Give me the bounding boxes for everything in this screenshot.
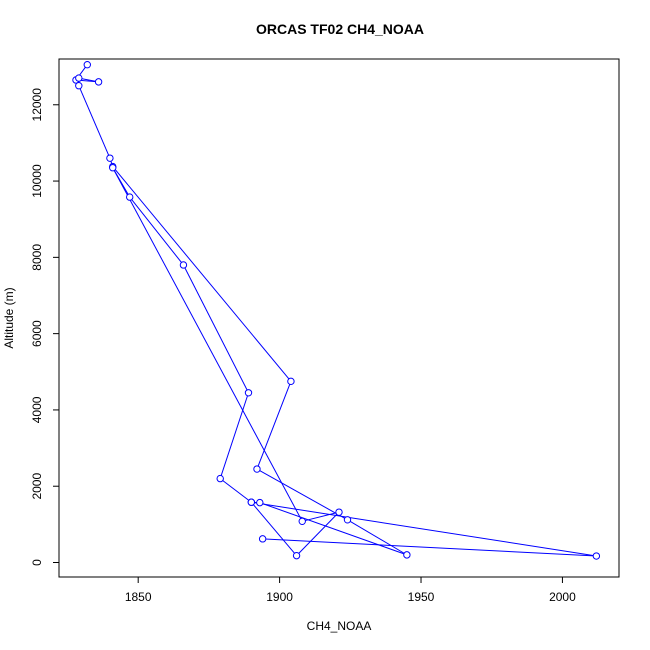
series-line-segment — [129, 196, 184, 266]
series-line-segment — [112, 167, 303, 522]
series-line-segment — [182, 264, 249, 393]
data-point — [292, 551, 301, 560]
y-tick-label: 2000 — [30, 473, 44, 500]
data-point — [83, 61, 91, 69]
series-line-segment — [302, 511, 340, 522]
chart-title: ORCAS TF02 CH4_NOAA — [256, 21, 424, 37]
data-point — [75, 82, 83, 90]
data-point — [75, 74, 83, 82]
y-tick-label: 4000 — [30, 396, 44, 423]
series-line-segment — [256, 381, 292, 470]
data-point — [343, 516, 352, 524]
x-tick-label: 1850 — [125, 590, 152, 604]
series-line-segment — [256, 468, 348, 521]
y-tick-label: 10000 — [30, 164, 44, 198]
data-point — [287, 377, 295, 386]
data-point — [258, 535, 267, 543]
data-point — [253, 465, 261, 473]
plot-frame — [58, 58, 620, 578]
x-tick-label: 1900 — [266, 590, 293, 604]
data-point — [335, 508, 343, 516]
data-point — [247, 498, 256, 506]
series-line-segment — [78, 85, 111, 159]
data-point — [256, 498, 264, 507]
data-point — [298, 517, 306, 526]
data-point — [179, 261, 188, 269]
series-line-segment — [219, 478, 252, 503]
series-line-segment — [259, 502, 408, 556]
series-line-segment — [262, 538, 597, 557]
data-point — [403, 551, 411, 559]
y-tick-label: 6000 — [30, 320, 44, 347]
data-point — [126, 193, 134, 201]
y-axis-title: Altitude (m) — [2, 287, 16, 348]
data-point — [94, 78, 103, 86]
x-tick-label: 2000 — [549, 590, 576, 604]
series-line-segment — [251, 501, 597, 557]
data-point — [109, 164, 117, 172]
x-axis-title: CH4_NOAA — [307, 619, 372, 633]
series-layer — [72, 61, 601, 560]
data-point — [216, 474, 224, 483]
data-point — [106, 154, 114, 162]
x-tick-label: 1950 — [408, 590, 435, 604]
x-axis-ticks: 1850 1900 1950 2000 — [125, 577, 576, 604]
series-line-segment — [219, 392, 249, 479]
data-point — [592, 552, 601, 560]
y-tick-label: 12000 — [30, 88, 44, 122]
y-tick-label: 0 — [30, 559, 44, 566]
series-line-segment — [347, 519, 408, 556]
y-tick-label: 8000 — [30, 244, 44, 271]
data-point — [244, 389, 253, 397]
y-axis-ticks: 0 2000 4000 6000 8000 10000 12000 — [30, 88, 59, 566]
series-line-segment — [112, 166, 292, 382]
series-line-segment — [296, 511, 340, 556]
series-line-segment — [250, 501, 297, 556]
